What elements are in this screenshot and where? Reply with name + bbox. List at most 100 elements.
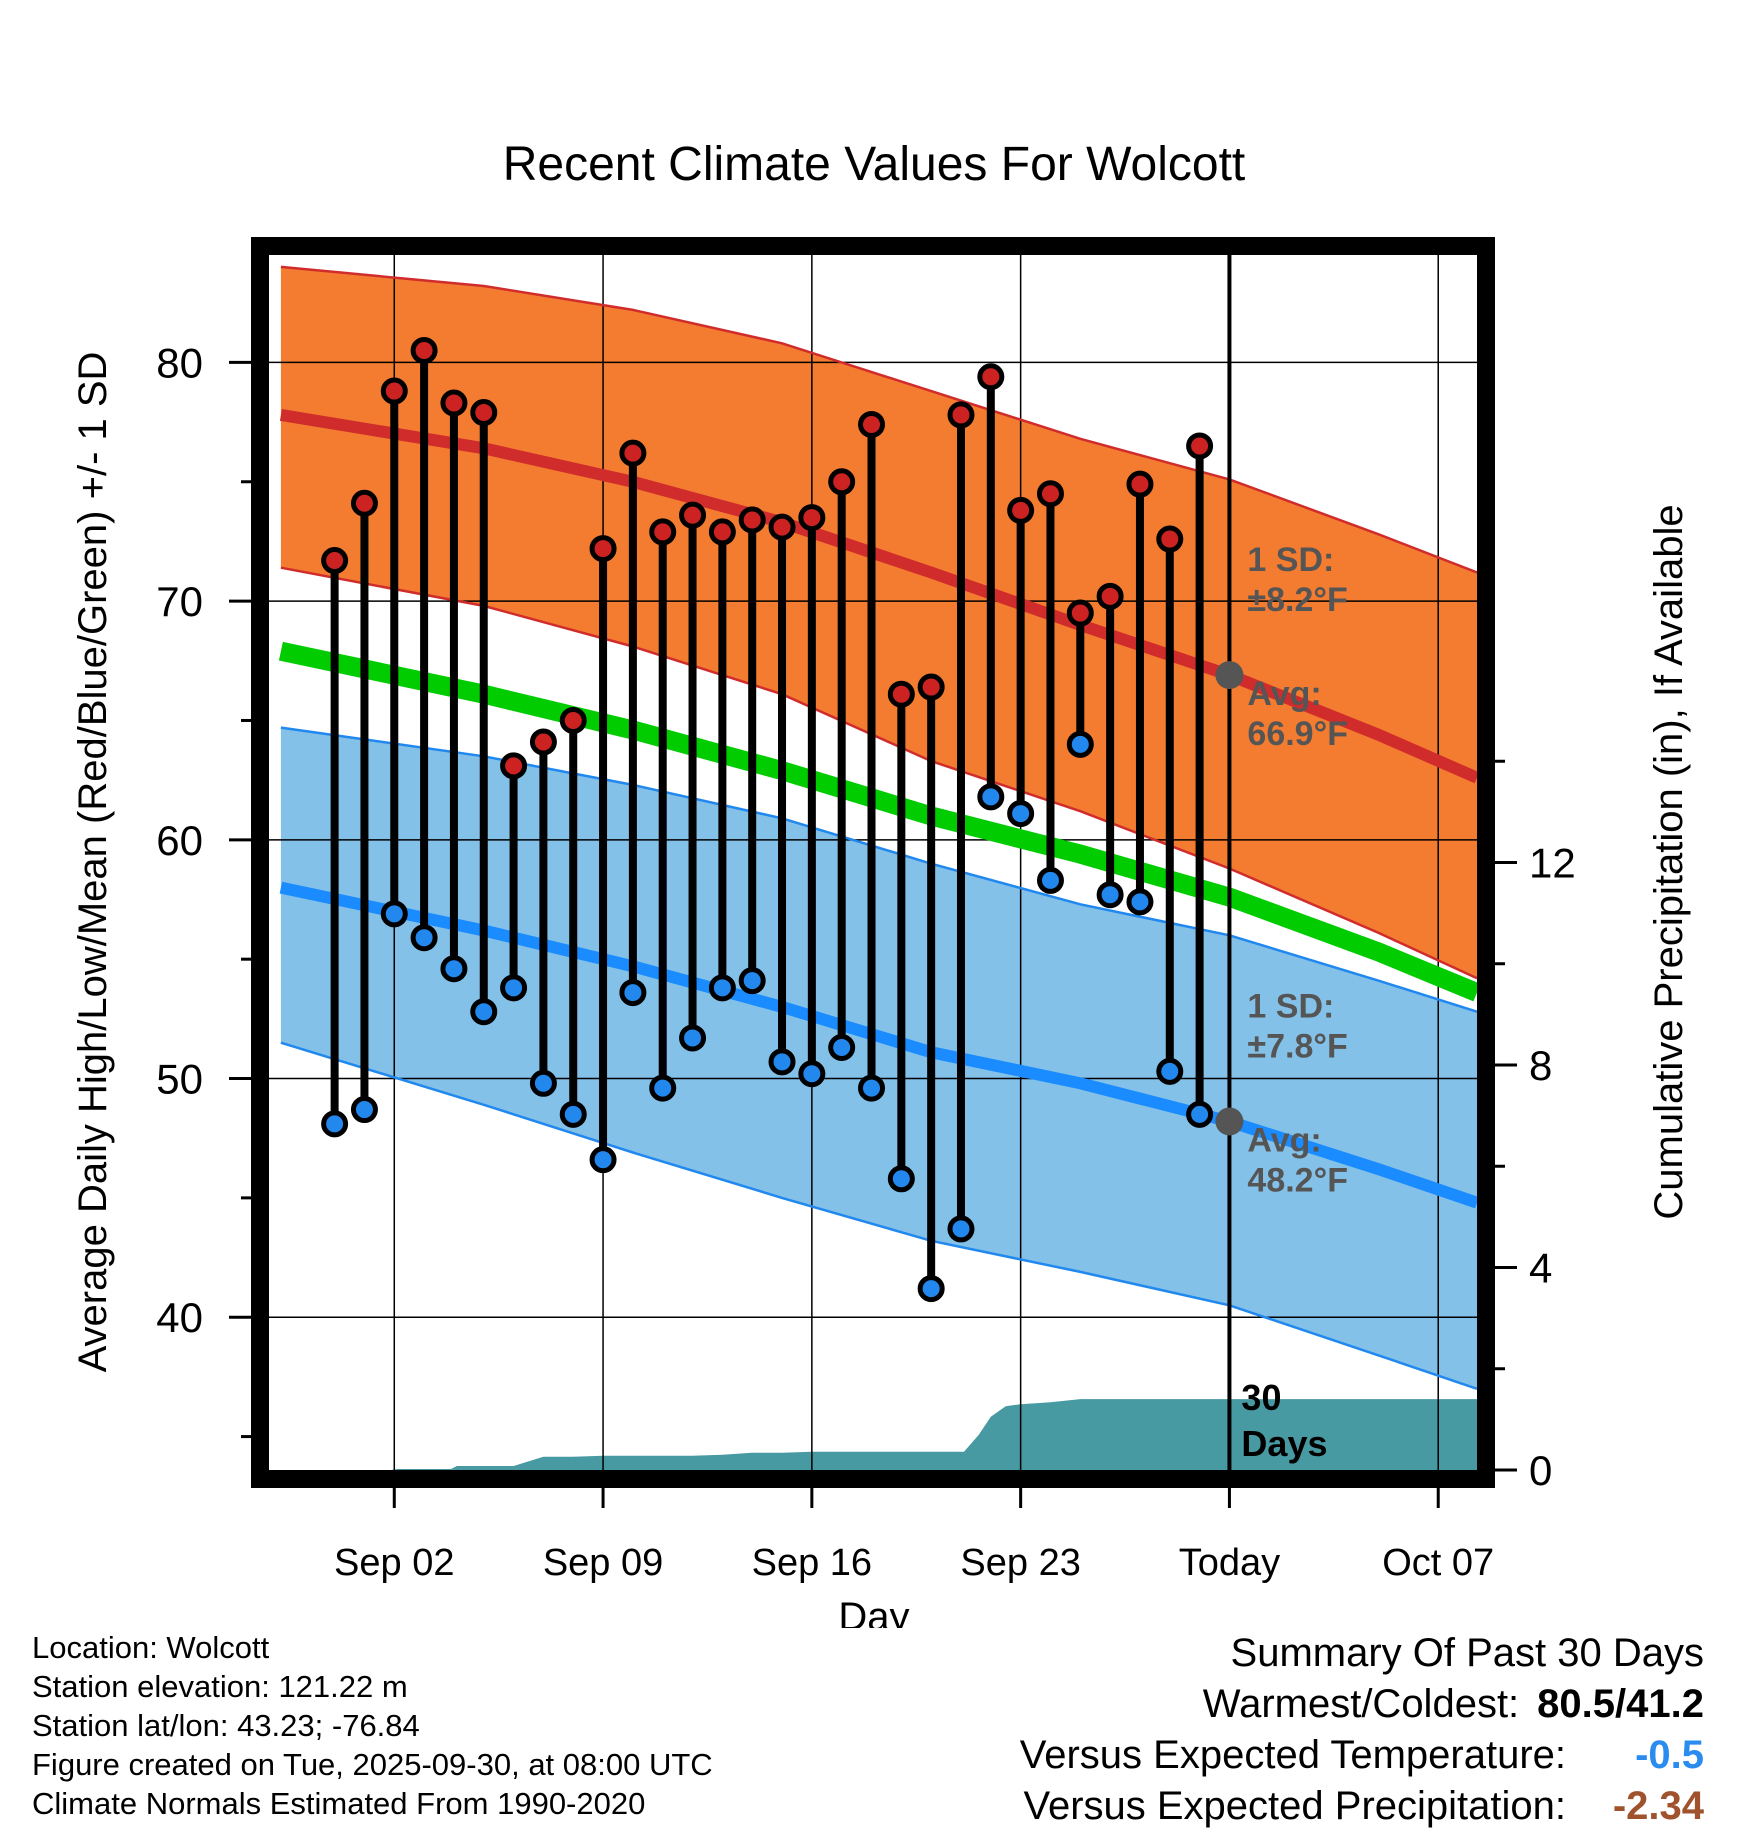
days-label: 30 Days	[1241, 1377, 1327, 1464]
low-point	[828, 1033, 856, 1061]
high-point	[410, 336, 438, 364]
days-word: Days	[1241, 1423, 1327, 1464]
high-avg-value: 66.9°F	[1247, 715, 1348, 753]
y-tick-label-right: 4	[1529, 1245, 1552, 1292]
low-point	[470, 998, 498, 1026]
low-point	[768, 1048, 796, 1076]
low-point	[380, 900, 408, 928]
warm-cold-label: Warmest/Coldest:	[1202, 1682, 1520, 1726]
high-point	[500, 752, 528, 780]
climate-chart: Recent Climate Values For Wolcott 1 SD:±…	[71, 138, 1691, 1628]
low-point	[858, 1074, 886, 1102]
x-tick-label: Today	[1179, 1542, 1280, 1584]
high-point	[798, 504, 826, 532]
x-tick-label: Sep 16	[752, 1542, 872, 1584]
station-info: Location: Wolcott Station elevation: 121…	[32, 1628, 713, 1823]
high-point	[858, 410, 886, 438]
y-tick-label-left: 40	[156, 1294, 203, 1341]
x-tick-label: Oct 07	[1382, 1542, 1494, 1584]
created-text: Figure created on Tue, 2025-09-30, at 08…	[32, 1747, 713, 1782]
low-point	[649, 1074, 677, 1102]
precip-label: Versus Expected Precipitation:	[1023, 1784, 1566, 1828]
elevation-text: Station elevation: 121.22 m	[32, 1669, 408, 1704]
low-sd-band	[280, 727, 1477, 1389]
warm-cold-row: Warmest/Coldest: 80.5/41.2	[1020, 1679, 1704, 1730]
precip-value: -2.34	[1612, 1784, 1704, 1828]
temp-value: -0.5	[1635, 1733, 1704, 1777]
high-point	[917, 673, 945, 701]
low-point	[977, 783, 1005, 811]
precip-area	[280, 1399, 1477, 1470]
temp-row: Versus Expected Temperature: -0.5	[1020, 1730, 1704, 1781]
low-point	[917, 1275, 945, 1303]
precip-row: Versus Expected Precipitation: -2.34	[1020, 1781, 1704, 1832]
low-point	[410, 924, 438, 952]
y-axis-label-right: Cumulative Precipitation (in), If Availa…	[1647, 504, 1691, 1219]
high-point	[828, 468, 856, 496]
warm-cold-value: 80.5/41.2	[1537, 1682, 1704, 1726]
high-point	[947, 401, 975, 429]
summary-title: Summary Of Past 30 Days	[1230, 1631, 1704, 1675]
low-point	[589, 1146, 617, 1174]
low-point	[321, 1110, 349, 1138]
y-axis-label-left: Average Daily High/Low/Mean (Red/Blue/Gr…	[71, 352, 115, 1373]
today-high-avg-dot	[1215, 661, 1244, 690]
high-point	[977, 363, 1005, 391]
y-tick-label-left: 80	[156, 339, 203, 386]
low-point	[500, 974, 528, 1002]
low-point	[1156, 1057, 1184, 1085]
low-point	[1007, 800, 1035, 828]
high-point	[738, 506, 766, 534]
high-point	[1066, 599, 1094, 627]
high-sd-band	[280, 266, 1477, 979]
chart-title: Recent Climate Values For Wolcott	[503, 138, 1246, 191]
x-axis-label: Day	[838, 1595, 909, 1628]
high-avg-label: Avg:	[1247, 675, 1321, 713]
low-point	[1186, 1100, 1214, 1128]
low-point	[1126, 888, 1154, 916]
x-tick-label: Sep 02	[334, 1542, 454, 1584]
temp-label: Versus Expected Temperature:	[1019, 1733, 1566, 1777]
location-text: Location: Wolcott	[32, 1630, 270, 1665]
y-tick-label-right: 8	[1529, 1042, 1552, 1089]
low-avg-label: Avg:	[1247, 1121, 1321, 1159]
low-sd-label: 1 SD:	[1247, 987, 1334, 1025]
high-point	[708, 518, 736, 546]
high-point	[1126, 470, 1154, 498]
low-point	[559, 1100, 587, 1128]
high-plus-sd-line	[280, 265, 1477, 574]
low-avg-value: 48.2°F	[1247, 1161, 1348, 1199]
high-point	[380, 377, 408, 405]
high-point	[679, 501, 707, 529]
axes: Sep 02 Sep 09 Sep 16 Sep 23 Today Oct 0740506…	[156, 339, 1575, 1584]
low-point	[679, 1024, 707, 1052]
high-point	[649, 518, 677, 546]
y-tick-label-left: 60	[156, 817, 203, 864]
high-point	[1186, 432, 1214, 460]
high-point	[768, 513, 796, 541]
high-sd-value: ±8.2°F	[1247, 581, 1347, 619]
high-point	[559, 706, 587, 734]
normals-text: Climate Normals Estimated From 1990-2020	[32, 1786, 646, 1821]
high-point	[470, 399, 498, 427]
days-count: 30	[1241, 1377, 1281, 1418]
today-low-avg-dot	[1215, 1107, 1244, 1136]
low-point	[1066, 730, 1094, 758]
low-point	[619, 979, 647, 1007]
high-point	[1036, 480, 1064, 508]
high-point	[321, 547, 349, 575]
low-point	[1096, 881, 1124, 909]
high-point	[350, 489, 378, 517]
low-sd-value: ±7.8°F	[1247, 1027, 1347, 1065]
plot-frame	[251, 237, 1495, 1488]
y-tick-label-left: 70	[156, 578, 203, 625]
low-point	[887, 1165, 915, 1193]
high-point	[589, 535, 617, 563]
high-point	[887, 680, 915, 708]
high-point	[1096, 582, 1124, 610]
y-tick-label-left: 50	[156, 1056, 203, 1103]
high-point	[529, 728, 557, 756]
high-avg-line	[279, 408, 1477, 784]
